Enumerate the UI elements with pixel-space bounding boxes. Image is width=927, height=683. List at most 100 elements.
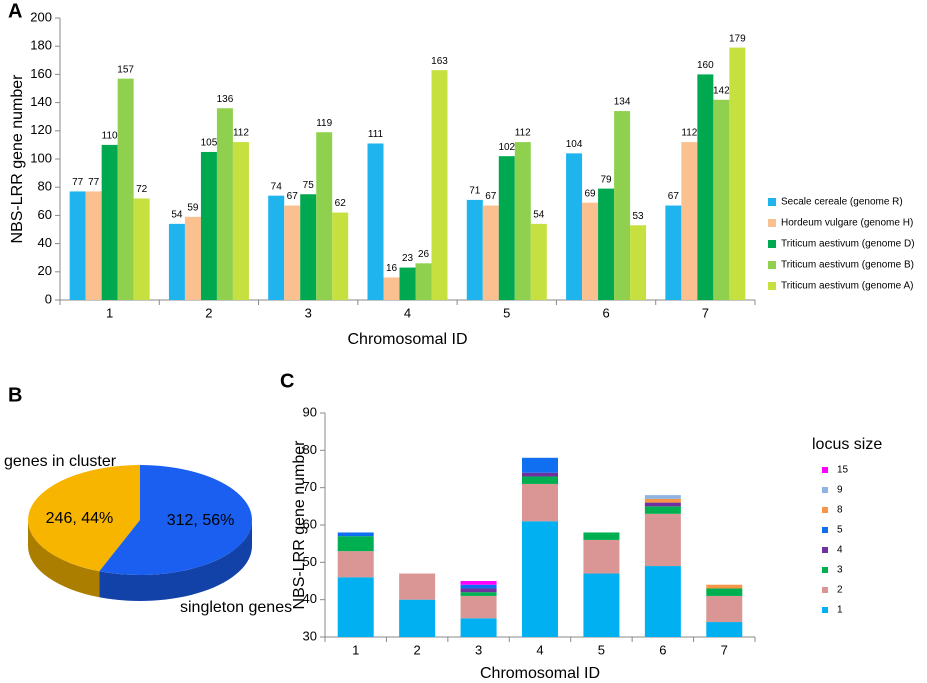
value-label: 53 [633, 211, 645, 222]
legend-swatch [822, 467, 828, 473]
value-label: 71 [469, 186, 481, 197]
pie-category-label: genes in cluster [4, 453, 117, 470]
value-label: 67 [668, 191, 680, 202]
bar [184, 216, 201, 300]
legend-label: 9 [837, 485, 843, 496]
value-label: 110 [102, 131, 118, 142]
value-label: 112 [515, 128, 531, 139]
panel-label: C [280, 370, 294, 392]
y-tick-label: 100 [30, 150, 52, 165]
value-label: 112 [233, 128, 249, 139]
bar-segment [460, 584, 497, 589]
legend-label: Triticum aestivum (genome A) [781, 281, 913, 292]
value-label: 179 [729, 33, 746, 44]
bar [399, 267, 416, 300]
bar [284, 205, 301, 300]
bar-segment [522, 457, 558, 473]
value-label: 163 [431, 56, 448, 67]
bar [729, 47, 746, 300]
bar-segment [460, 581, 497, 585]
bar-segment [337, 532, 374, 537]
bar [117, 78, 134, 300]
value-label: 69 [585, 188, 597, 199]
value-label: 67 [485, 191, 497, 202]
bar [168, 223, 185, 300]
y-axis-title: NBS-LRR gene number [9, 74, 26, 244]
legend-swatch [768, 198, 776, 206]
bar [268, 195, 285, 300]
value-label: 79 [601, 174, 613, 185]
bar-segment [644, 513, 681, 567]
legend-swatch [768, 261, 776, 269]
legend-swatch [822, 507, 828, 513]
value-label: 26 [418, 249, 430, 260]
y-tick-label: 50 [303, 554, 317, 569]
bar [332, 212, 349, 300]
bar [466, 199, 483, 300]
x-tick-label: 5 [503, 305, 510, 320]
y-tick-label: 60 [303, 516, 317, 531]
legend-label: Triticum aestivum (genome D) [781, 239, 915, 250]
bar [598, 188, 615, 300]
y-axis-title: NBS-LRR gene number [291, 440, 308, 610]
pie-slice [27, 465, 140, 572]
x-tick-label: 3 [475, 642, 482, 657]
pie-category-label: singleton genes [180, 599, 292, 616]
x-tick-label: 2 [205, 305, 212, 320]
bar-segment [337, 551, 374, 578]
x-tick-label: 6 [659, 642, 666, 657]
bar-segment [644, 495, 681, 499]
y-tick-label: 20 [38, 263, 52, 278]
y-tick-label: 30 [303, 628, 317, 643]
bar [133, 198, 150, 300]
bar-segment [706, 595, 743, 623]
value-label: 104 [566, 139, 583, 150]
bar-segment [337, 536, 374, 552]
bar-segment [522, 521, 558, 637]
legend-swatch [822, 587, 828, 593]
legend-label: Hordeum vulgare (genome H) [781, 218, 913, 229]
panel-label: B [8, 384, 22, 406]
bar [216, 108, 233, 301]
value-label: 157 [117, 64, 134, 75]
bar-segment [337, 577, 374, 637]
x-tick-label: 1 [352, 642, 359, 657]
bar-segment [644, 498, 681, 503]
value-label: 134 [614, 97, 631, 108]
value-label: 74 [271, 181, 283, 192]
legend-swatch [822, 487, 828, 493]
value-label: 77 [88, 177, 100, 188]
bar-segment [644, 566, 681, 637]
x-axis-title: Chromosomal ID [347, 331, 467, 348]
legend-label: Secale cereale (genome R) [781, 197, 903, 208]
value-label: 23 [402, 253, 414, 264]
legend-title: locus size [812, 436, 882, 453]
legend-swatch [822, 567, 828, 573]
bar [498, 156, 515, 300]
value-label: 72 [136, 184, 148, 195]
bar [101, 144, 118, 300]
bar [232, 142, 249, 300]
y-tick-label: 140 [30, 94, 52, 109]
value-label: 160 [697, 60, 714, 71]
bar-segment [706, 584, 743, 589]
value-label: 54 [533, 210, 545, 221]
bar [614, 111, 631, 300]
bar [630, 225, 647, 300]
legend-label: 4 [837, 545, 843, 556]
pie-slice [99, 465, 252, 575]
bar-segment [583, 573, 620, 637]
x-tick-label: 4 [536, 642, 543, 657]
legend-swatch [822, 527, 828, 533]
bar-segment [522, 472, 558, 477]
bar [415, 263, 432, 300]
legend-swatch [768, 219, 776, 227]
x-axis-title: Chromosomal ID [480, 665, 600, 682]
bar-segment [644, 506, 681, 514]
legend-label: 2 [837, 585, 843, 596]
bar [367, 143, 384, 300]
x-tick-label: 4 [404, 305, 411, 320]
bar [665, 205, 682, 300]
bar-segment [399, 599, 436, 637]
